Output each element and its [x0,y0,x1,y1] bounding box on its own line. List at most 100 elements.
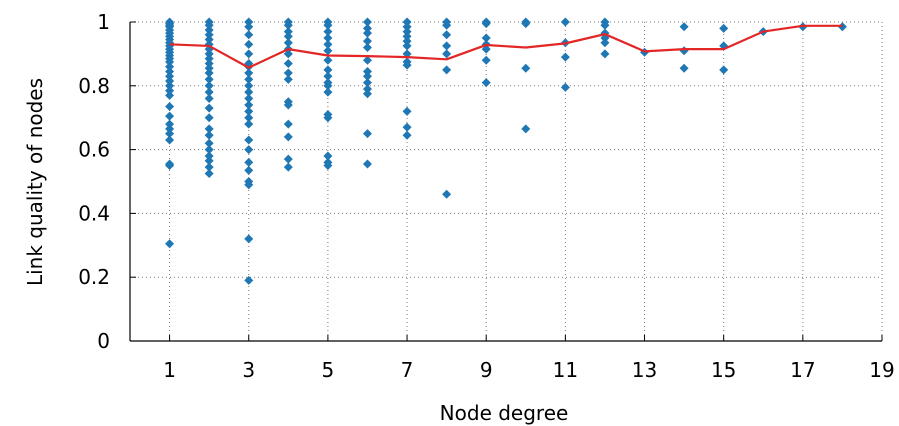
scatter-point [165,57,175,67]
scatter-point [323,46,333,56]
scatter-point [244,94,254,104]
scatter-point [362,28,372,38]
scatter-point [283,38,293,48]
scatter-point [362,78,372,88]
scatter-point [362,84,372,94]
scatter-point [600,38,610,48]
line-path [169,24,843,69]
scatter-point [442,41,452,51]
scatter-point [244,81,254,91]
scatter-point [165,119,175,129]
x-tick-label: 19 [869,358,894,382]
scatter-point [165,111,175,121]
scatter-point [323,161,333,171]
scatter-point [481,55,491,65]
y-tick-label: 0.2 [78,265,110,289]
scatter-point [204,162,214,172]
scatter-point [244,135,254,145]
y-tick-label: 0.4 [78,201,110,225]
scatter-point [283,27,293,37]
x-tick-label: 13 [632,358,657,382]
scatter-point [204,30,214,40]
scatter-point [481,78,491,88]
x-tick-label: 9 [480,358,493,382]
scatter-point [323,55,333,65]
scatter-point [442,49,452,59]
scatter-point [362,17,372,27]
scatter-point [481,33,491,43]
scatter-point [402,60,412,70]
scatter-point [323,151,333,161]
scatter-point [204,145,214,155]
y-tick-label: 0.8 [78,74,110,98]
scatter-point [165,81,175,91]
y-tick-label: 0 [97,329,110,353]
scatter-point [442,30,452,40]
scatter-point [204,113,214,123]
x-axis-label: Node degree [440,401,569,425]
scatter-point [244,87,254,97]
scatter-point [204,49,214,59]
scatter-point [165,86,175,96]
scatter-point [402,36,412,46]
y-axis-ticks: 0 0.2 0.4 0.6 0.8 1 [78,10,136,353]
scatter-point [402,130,412,140]
scatter-point [165,62,175,72]
scatter-point [362,66,372,76]
scatter-point [244,39,254,49]
grid [130,21,883,342]
scatter-point [679,22,689,32]
scatter-point [323,39,333,49]
scatter-point [204,35,214,45]
scatter-point [283,49,293,59]
scatter-point [204,138,214,148]
scatter-point [283,20,293,30]
scatter-point [283,162,293,172]
scatter-point [283,68,293,78]
scatter-point [521,63,531,73]
scatter-point [204,130,214,140]
scatter-point [204,68,214,78]
x-tick-label: 17 [790,358,815,382]
y-tick-label: 0.6 [78,138,110,162]
scatter-point [165,66,175,76]
scatter-point [362,71,372,81]
x-tick-label: 7 [401,358,414,382]
scatter-point [165,239,175,249]
y-tick-label: 1 [97,10,110,34]
scatter-point [323,65,333,75]
scatter-point [442,189,452,199]
scatter-point [165,102,175,112]
scatter-point [323,81,333,91]
scatter-point [283,31,293,41]
scatter-point [283,154,293,164]
scatter-point [402,41,412,51]
scatter-series [165,17,847,285]
scatter-point [719,23,729,33]
scatter-point [244,180,254,190]
scatter-point [600,49,610,59]
scatter-point [283,58,293,68]
x-tick-label: 3 [242,358,255,382]
scatter-point [600,20,610,30]
scatter-point [323,27,333,37]
scatter-point [442,20,452,30]
scatter-point [165,161,175,171]
scatter-point [204,74,214,84]
scatter-point [204,54,214,64]
scatter-point [204,103,214,113]
scatter-point [679,63,689,73]
scatter-point [323,87,333,97]
scatter-point [204,156,214,166]
scatter-point [560,52,570,62]
scatter-point [283,100,293,110]
scatter-point [204,151,214,161]
scatter-point [362,129,372,139]
x-tick-label: 5 [322,358,335,382]
scatter-point [244,119,254,129]
scatter-point [204,81,214,91]
scatter-point [560,82,570,92]
scatter-point [204,63,214,73]
scatter-point [204,58,214,68]
